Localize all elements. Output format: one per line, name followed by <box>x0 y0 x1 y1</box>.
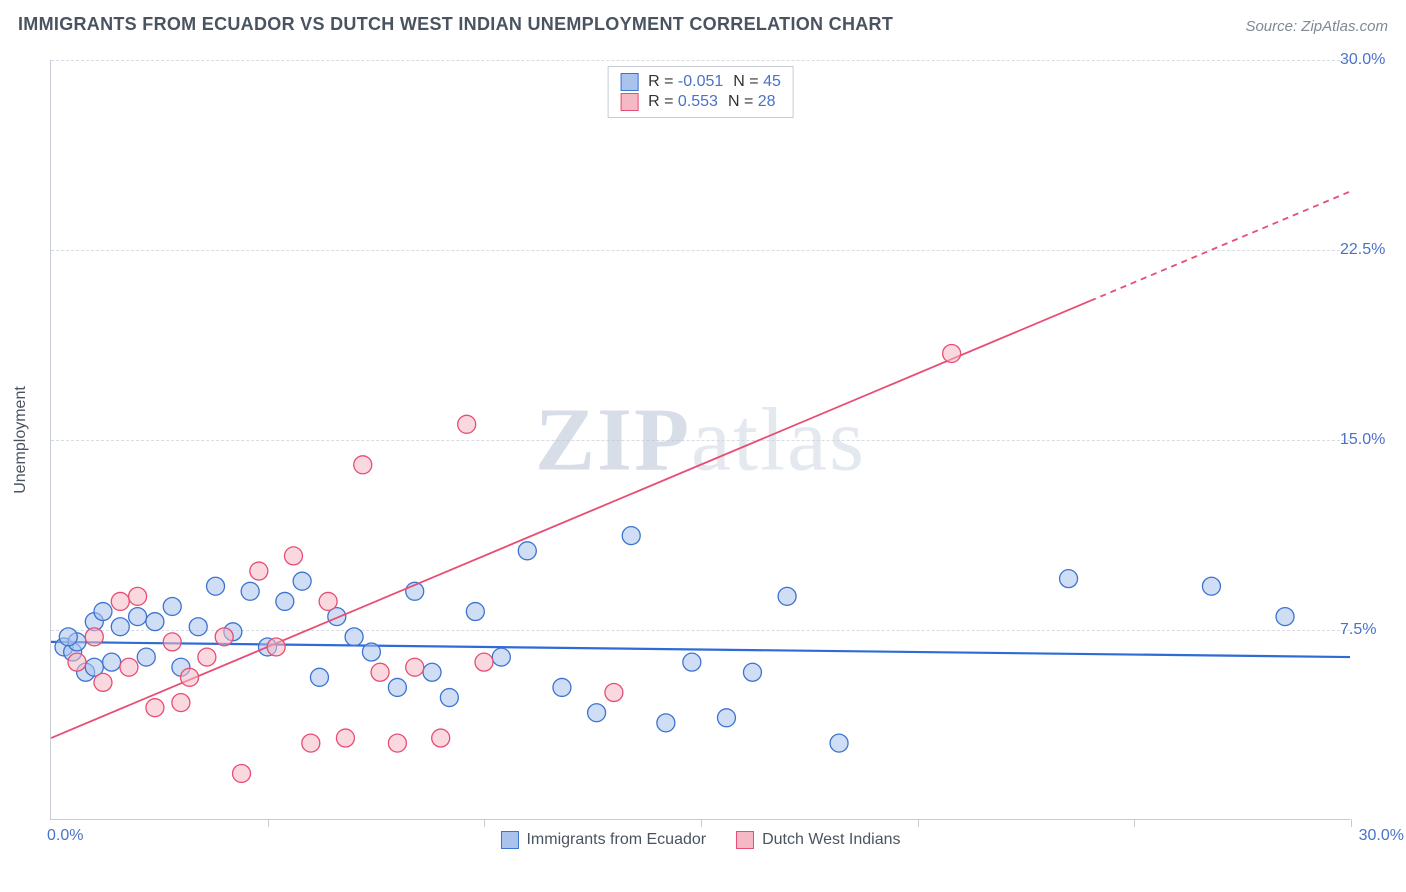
source-label: Source: ZipAtlas.com <box>1245 18 1388 35</box>
legend-bottom: Immigrants from Ecuador Dutch West India… <box>500 831 900 849</box>
legend-swatch-ecuador-icon <box>500 831 518 849</box>
legend-swatch-ecuador <box>620 73 638 91</box>
y-axis-title: Unemployment <box>12 386 30 494</box>
legend-swatch-dutch-icon <box>736 831 754 849</box>
x-min-label: 0.0% <box>47 827 83 845</box>
legend-correlation: R = -0.051 N = 45 R = 0.553 N = 28 <box>607 66 794 118</box>
scatter-svg <box>51 60 1350 819</box>
chart-title: IMMIGRANTS FROM ECUADOR VS DUTCH WEST IN… <box>18 14 893 35</box>
legend-swatch-dutch <box>620 93 638 111</box>
plot-area: Unemployment ZIPatlas 7.5%15.0%22.5%30.0… <box>50 60 1350 820</box>
legend-label-dutch: Dutch West Indians <box>762 831 900 849</box>
legend-label-ecuador: Immigrants from Ecuador <box>526 831 706 849</box>
x-max-label: 30.0% <box>1359 827 1404 845</box>
title-bar: IMMIGRANTS FROM ECUADOR VS DUTCH WEST IN… <box>18 14 1388 35</box>
